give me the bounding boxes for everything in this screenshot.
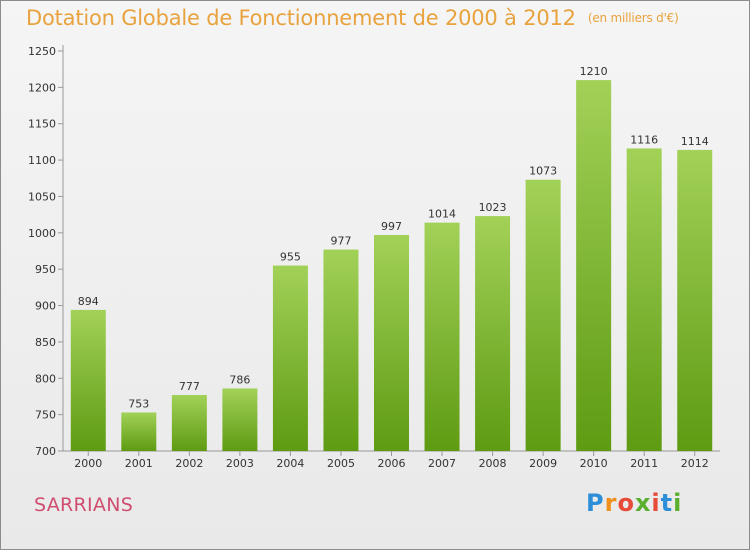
x-tick-label-2000: 2000 bbox=[74, 457, 102, 470]
y-tick-label: 950 bbox=[35, 263, 56, 276]
y-tick-label: 1100 bbox=[28, 154, 56, 167]
x-tick-label-2011: 2011 bbox=[630, 457, 658, 470]
data-label-2011: 1116 bbox=[630, 133, 658, 146]
x-tick-label-2003: 2003 bbox=[226, 457, 254, 470]
y-tick-label: 1150 bbox=[28, 118, 56, 131]
unit-note: (en milliers d'€) bbox=[587, 11, 679, 25]
y-tick-label: 1000 bbox=[28, 227, 56, 240]
data-label-2004: 955 bbox=[280, 251, 301, 264]
proxiti-logo: Proxiti bbox=[586, 489, 682, 517]
logo-letter: r bbox=[604, 489, 618, 517]
x-tick-label-2010: 2010 bbox=[580, 457, 608, 470]
y-tick-label: 900 bbox=[35, 300, 56, 313]
x-tick-label-2001: 2001 bbox=[125, 457, 153, 470]
data-label-2002: 777 bbox=[179, 380, 200, 393]
data-label-2003: 786 bbox=[229, 373, 250, 386]
bar-2004 bbox=[272, 265, 308, 451]
title-text: Dotation Globale de Fonctionnement de 20… bbox=[26, 6, 576, 30]
y-tick-label: 1200 bbox=[28, 81, 56, 94]
logo-letter: i bbox=[673, 489, 683, 517]
data-label-2009: 1073 bbox=[529, 165, 557, 178]
data-label-2000: 894 bbox=[78, 295, 99, 308]
bar-2005 bbox=[323, 249, 359, 451]
y-tick-label: 1250 bbox=[28, 45, 56, 58]
data-label-2008: 1023 bbox=[479, 201, 507, 214]
bar-2003 bbox=[222, 388, 258, 451]
bar-2000 bbox=[70, 309, 106, 451]
bar-2011 bbox=[626, 148, 662, 452]
bar-2010 bbox=[576, 80, 612, 451]
bar-2002 bbox=[171, 395, 207, 451]
data-label-2012: 1114 bbox=[681, 135, 709, 148]
y-tick-label: 1050 bbox=[28, 190, 56, 203]
logo-letter: x bbox=[634, 489, 652, 517]
bar-2009 bbox=[525, 179, 561, 451]
data-label-2006: 997 bbox=[381, 220, 402, 233]
data-label-2001: 753 bbox=[128, 397, 149, 410]
commune-name: SARRIANS bbox=[34, 494, 134, 516]
x-tick-label-2002: 2002 bbox=[175, 457, 203, 470]
bar-2006 bbox=[374, 235, 409, 451]
x-tick-label-2009: 2009 bbox=[529, 457, 557, 470]
bar-2007 bbox=[424, 222, 460, 451]
logo-letter: t bbox=[660, 489, 674, 517]
logo-letter: o bbox=[617, 489, 635, 517]
y-tick-label: 850 bbox=[35, 336, 56, 349]
y-tick-label: 800 bbox=[35, 372, 56, 385]
bar-2001 bbox=[121, 412, 157, 451]
chart-title: Dotation Globale de Fonctionnement de 20… bbox=[26, 6, 679, 30]
data-label-2007: 1014 bbox=[428, 208, 456, 221]
y-tick-label: 750 bbox=[35, 409, 56, 422]
data-label-2010: 1210 bbox=[580, 65, 608, 78]
data-label-2005: 977 bbox=[330, 235, 351, 248]
x-tick-label-2004: 2004 bbox=[276, 457, 304, 470]
bar-2012 bbox=[677, 149, 713, 451]
y-tick-label: 700 bbox=[35, 445, 56, 458]
x-tick-label-2006: 2006 bbox=[378, 457, 406, 470]
bar-2008 bbox=[475, 216, 511, 451]
logo-letter: P bbox=[586, 489, 605, 517]
x-tick-label-2005: 2005 bbox=[327, 457, 355, 470]
x-tick-label-2007: 2007 bbox=[428, 457, 456, 470]
x-tick-label-2012: 2012 bbox=[681, 457, 709, 470]
x-tick-label-2008: 2008 bbox=[479, 457, 507, 470]
logo-letter: i bbox=[651, 489, 661, 517]
